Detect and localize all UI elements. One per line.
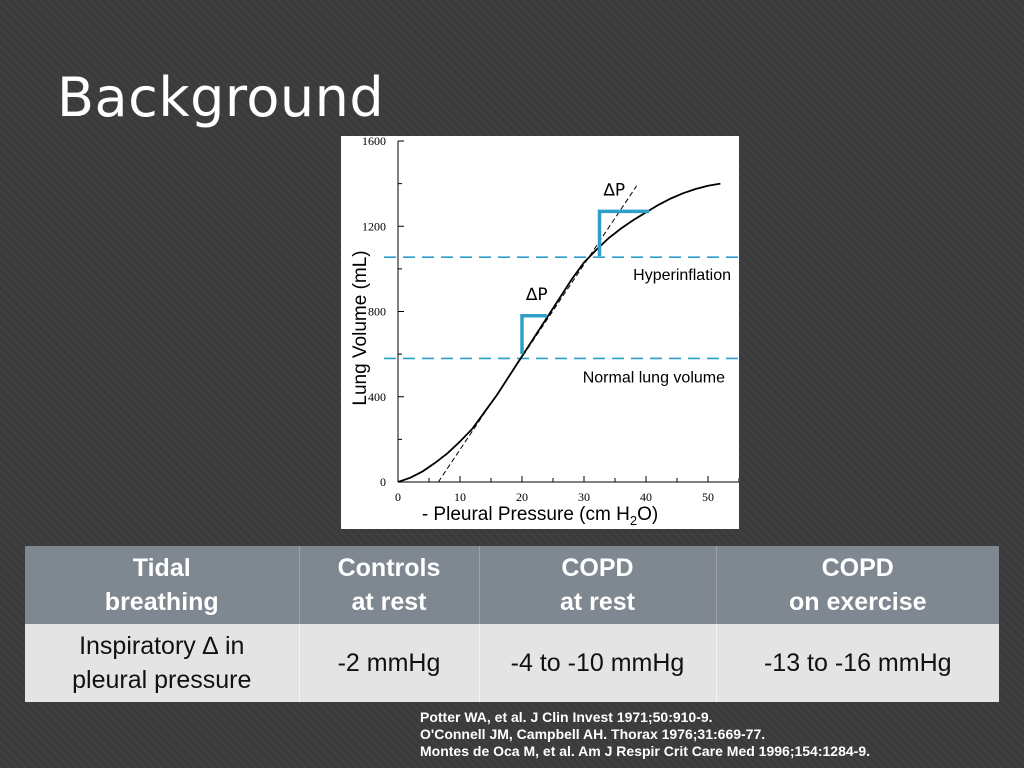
pressure-volume-curve [397, 182, 721, 483]
y-axis-label: Lung Volume (mL) [350, 250, 371, 406]
x-tick-label: 40 [640, 490, 652, 504]
cell-controls-value: -2 mmHg [299, 624, 480, 702]
chart-canvas: 0 400 800 1200 1600 0 10 20 30 40 50 Normal lung v… [362, 136, 739, 504]
row-label-inspiratory: Inspiratory ∆ in pleural pressure [25, 624, 300, 702]
reference-item: Montes de Oca M, et al. Am J Respir Crit… [420, 743, 870, 759]
x-axis-label: - Pleural Pressure (cm H2O) [421, 504, 659, 528]
y-tick-label: 1200 [362, 219, 386, 233]
cell-copd-rest-value: -4 to -10 mmHg [479, 624, 717, 702]
reference-label: Normal lung volume [583, 369, 725, 386]
reference-item: Potter WA, et al. J Clin Invest 1971;50:… [420, 709, 713, 725]
reference-label: Hyperinflation [633, 267, 731, 284]
y-tick-label: 1600 [362, 136, 386, 148]
header-copd-at-rest: COPD at rest [479, 546, 717, 624]
slide-title: Background [57, 66, 385, 129]
y-tick-label: 0 [380, 475, 386, 489]
table-header-row: Tidal breathing Controls at rest COPD at re… [25, 546, 999, 624]
x-tick-label: 20 [516, 490, 528, 504]
reference-item: O'Connell JM, Campbell AH. Thorax 1976;3… [420, 726, 766, 742]
y-tick-label: 400 [368, 390, 386, 404]
table-row: Inspiratory ∆ in pleural pressure -2 mmHg… [25, 624, 999, 702]
delta-p-marker [597, 209, 650, 257]
pressure-table: Tidal breathing Controls at rest COPD at re… [25, 546, 999, 702]
y-tick-label: 800 [368, 305, 386, 319]
header-copd-on-exercise: COPD on exercise [716, 546, 999, 624]
delta-p-marker [520, 314, 547, 355]
x-tick-label: 50 [702, 490, 714, 504]
delta-p-label: ∆P [525, 285, 548, 305]
x-tick-label: 0 [395, 490, 401, 504]
header-tidal-breathing: Tidal breathing [25, 546, 300, 624]
x-tick-label: 30 [578, 490, 590, 504]
delta-p-label: ∆P [603, 180, 626, 200]
cell-copd-exercise-value: -13 to -16 mmHg [716, 624, 999, 702]
x-tick-label: 10 [454, 490, 466, 504]
references: Potter WA, et al. J Clin Invest 1971;50:… [420, 709, 870, 760]
pressure-volume-chart: 0 400 800 1200 1600 0 10 20 30 40 50 Normal lung v… [341, 136, 739, 529]
header-controls-at-rest: Controls at rest [299, 546, 480, 624]
